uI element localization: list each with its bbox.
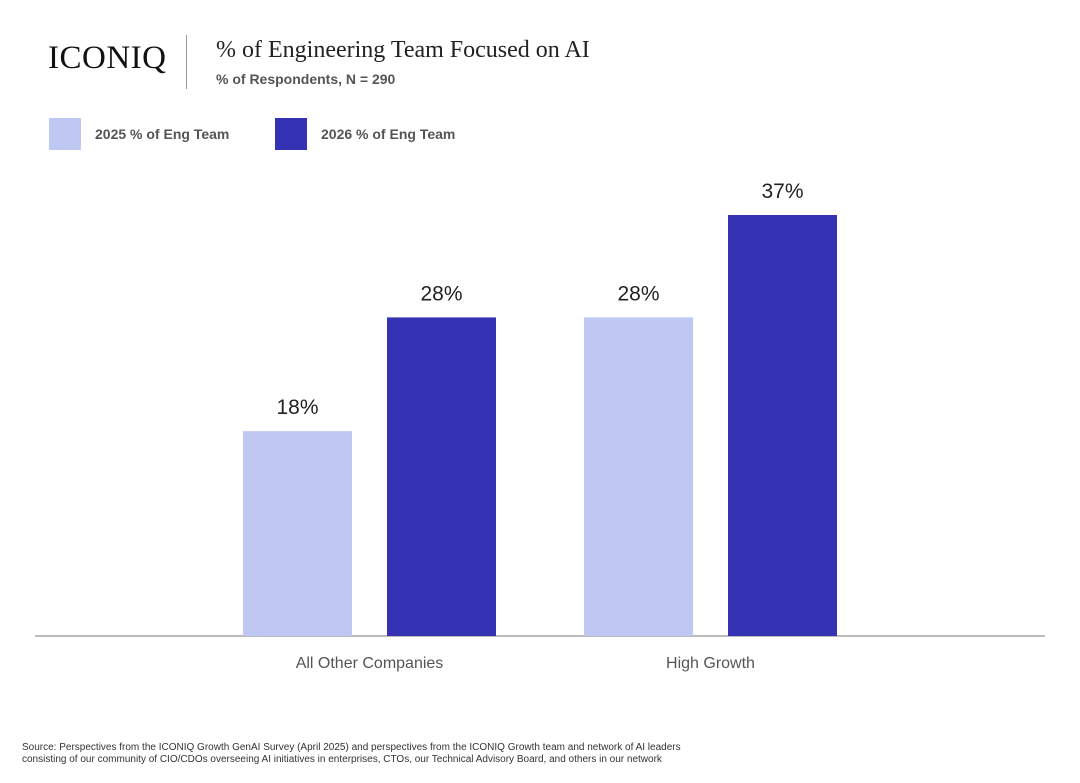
iconiq-logo: ICONIQ bbox=[48, 40, 167, 76]
source-line-2: consisting of our community of CIO/CDOs … bbox=[22, 754, 662, 765]
legend-swatch-2025 bbox=[49, 118, 81, 150]
chart-title: % of Engineering Team Focused on AI bbox=[216, 37, 590, 63]
legend-swatch-2026 bbox=[275, 118, 307, 150]
bar-2026-0 bbox=[387, 317, 496, 636]
data-label: 37% bbox=[761, 180, 803, 203]
bar-2025-0 bbox=[243, 431, 352, 636]
bar-2025-1 bbox=[584, 317, 693, 636]
source-line-1: Source: Perspectives from the ICONIQ Gro… bbox=[22, 742, 681, 753]
legend-label-2026: 2026 % of Eng Team bbox=[321, 126, 456, 142]
chart-subtitle: % of Respondents, N = 290 bbox=[216, 71, 396, 87]
category-label: High Growth bbox=[666, 655, 755, 672]
bar-2026-1 bbox=[728, 215, 837, 636]
data-label: 28% bbox=[617, 282, 659, 305]
header-divider bbox=[186, 35, 187, 89]
data-label: 18% bbox=[276, 396, 318, 419]
data-label: 28% bbox=[420, 282, 462, 305]
category-label: All Other Companies bbox=[296, 655, 444, 672]
source-footnote: Source: Perspectives from the ICONIQ Gro… bbox=[22, 742, 922, 766]
legend-label-2025: 2025 % of Eng Team bbox=[95, 126, 230, 142]
